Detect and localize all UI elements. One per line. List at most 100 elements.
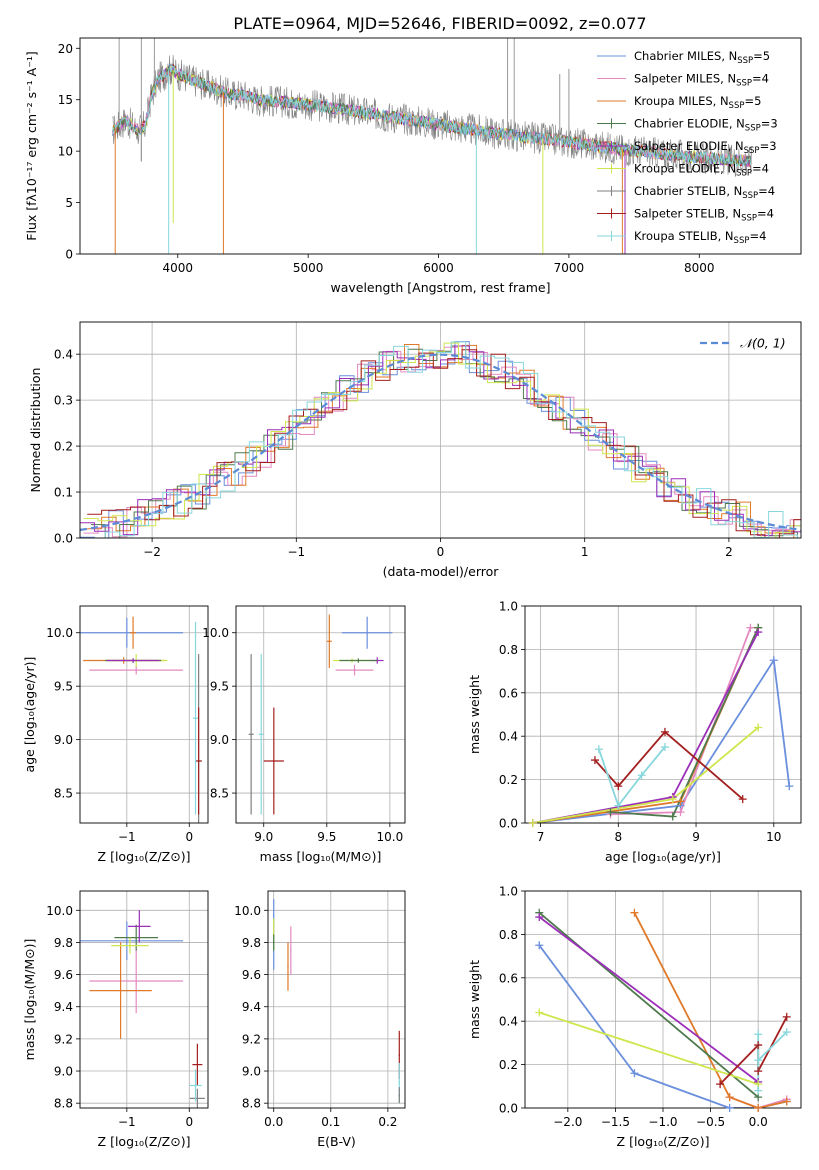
legend-label-sub: SSP (745, 124, 761, 134)
weight-marker (660, 727, 669, 736)
legend-label-sub: SSP (729, 101, 745, 111)
y-tick-label: 9.0 (242, 1065, 261, 1079)
mass-vs-metallicity-panel: −1 0 8.8 9.0 9.2 9.4 9.6 9.8 10.0 Z [log₁₀(Z/Z⊙)]… (22, 890, 209, 1149)
y-tick-label: 10.0 (202, 626, 229, 640)
x-axis-label: (data-model)/error (383, 564, 500, 579)
weight-marker (535, 913, 544, 922)
legend-label-sub: SSP (744, 146, 760, 156)
legend-label-tail: =3 (761, 117, 778, 131)
y-tick-label: 0.1 (54, 486, 73, 500)
data-point (119, 989, 122, 992)
y-axis-label: mass weight (467, 960, 482, 1039)
weight-marker (754, 1056, 763, 1065)
weight-marker (754, 1086, 763, 1095)
weight-marker (754, 628, 763, 637)
x-tick-label: 0.2 (378, 1115, 397, 1129)
x-axis-label: mass [log₁₀(M/M⊙)] (260, 849, 382, 864)
plot-area (532, 627, 791, 823)
y-tick-label: 8.5 (54, 787, 73, 801)
data-point (132, 631, 134, 634)
data-point (126, 631, 128, 634)
legend-label-main: Kroupa STELIB, N (634, 229, 734, 243)
legend-label-tail: =4 (757, 207, 774, 221)
legend-label: Kroupa MILES, NSSP=5 (634, 94, 761, 111)
weight-marker (676, 808, 685, 817)
legend-label-main: Chabrier MILES, N (634, 49, 737, 63)
mass-weight-vs-age-panel: 7 8 9 10 0.0 0.2 0.4 0.6 0.8 1.0 age [log₁₀(age/yr… (467, 600, 802, 864)
weight-marker (754, 1067, 763, 1076)
x-axis-label: E(B-V) (317, 1134, 356, 1149)
y-axis-label: Normed distribution (28, 368, 43, 493)
weight-marker (738, 795, 747, 804)
age-vs-mass-panel: 9.0 9.5 10.0 8.5 9.0 9.5 10.0 mass [log₁₀(M/M⊙)… (202, 605, 406, 864)
data-point (135, 936, 137, 939)
x-tick-label: 5000 (293, 261, 324, 275)
weight-marker (630, 1069, 639, 1078)
legend-label-tail: =4 (758, 184, 775, 198)
weight-marker (785, 782, 794, 791)
x-tick-label: 0 (185, 1115, 193, 1129)
data-point (273, 760, 275, 762)
weight-marker (594, 745, 603, 754)
legend-label-sub: SSP (734, 236, 750, 246)
x-tick-label: 10.0 (377, 830, 404, 844)
age-vs-metallicity-panel: −1 0 8.5 9.0 9.5 10.0 Z [log₁₀(Z/Z⊙)] age [log₁… (22, 605, 209, 864)
x-tick-label: −1 (118, 1115, 136, 1129)
x-axis-label: age [log₁₀(age/yr)] (605, 849, 721, 864)
plot-area (80, 341, 801, 538)
legend-label: Chabrier MILES, NSSP=5 (634, 49, 770, 66)
axes-frame (79, 605, 209, 824)
x-tick-label: 6000 (423, 261, 454, 275)
y-tick-label: 9.5 (210, 680, 229, 694)
plot-area (80, 910, 205, 1108)
y-tick-label: 9.0 (54, 733, 73, 747)
axes-frame (79, 321, 802, 539)
weight-marker (668, 795, 677, 804)
y-tick-label: 9.8 (242, 936, 261, 950)
legend-label-sub: SSP (736, 79, 752, 89)
weight-marker (782, 1028, 791, 1037)
y-tick-label: 0.8 (499, 928, 518, 942)
weight-marker (769, 656, 778, 665)
y-tick-label: 1.0 (499, 600, 518, 614)
y-tick-label: 20 (58, 42, 73, 56)
y-tick-label: 9.6 (242, 968, 261, 982)
weight-marker (782, 1012, 791, 1021)
y-tick-label: 9.5 (54, 680, 73, 694)
x-tick-label: 1 (581, 545, 589, 559)
x-axis-label: wavelength [Angstrom, rest frame] (330, 280, 550, 295)
y-tick-label: 10.0 (46, 626, 73, 640)
spectrum-panel: 4000 5000 6000 7000 8000 0 5 10 15 20 wavelength [… (24, 37, 802, 295)
data-point (272, 941, 275, 944)
y-tick-label: 9.0 (210, 733, 229, 747)
figure-title: PLATE=0964, MJD=52646, FIBERID=0092, z=0… (233, 14, 646, 33)
legend-label: Salpeter ELODIE, NSSP=3 (634, 139, 777, 156)
data-point (129, 944, 131, 947)
x-tick-label: 0.1 (321, 1115, 340, 1129)
data-point (357, 659, 360, 662)
plot-area (538, 912, 788, 1108)
x-tick-label: −0.5 (696, 1115, 725, 1129)
weight-marker (630, 908, 639, 917)
weight-line-salpeter_stelib (719, 1016, 788, 1085)
gaussian-curve (80, 353, 801, 531)
legend-label-sub: SSP (742, 191, 758, 201)
legend-label-tail: =5 (753, 49, 770, 63)
legend-label-main: Salpeter MILES, N (634, 72, 736, 86)
weight-line-kroupa_stelib (598, 746, 666, 808)
weight-marker (535, 941, 544, 950)
data-point (132, 659, 134, 662)
legend-label: Chabrier ELODIE, NSSP=3 (634, 117, 778, 134)
x-tick-label: 2 (725, 545, 733, 559)
legend-label: Salpeter STELIB, NSSP=4 (634, 207, 774, 224)
axes-frame (524, 890, 802, 1109)
y-tick-label: 0.4 (499, 1015, 518, 1029)
legend-label: Kroupa STELIB, NSSP=4 (634, 229, 766, 246)
plot-area (112, 38, 752, 254)
y-tick-label: 10.0 (234, 904, 261, 918)
y-tick-label: 0.4 (499, 730, 518, 744)
legend-label-main: Salpeter STELIB, N (634, 207, 741, 221)
axes-frame (267, 890, 406, 1109)
x-tick-label: −1.0 (648, 1115, 677, 1129)
